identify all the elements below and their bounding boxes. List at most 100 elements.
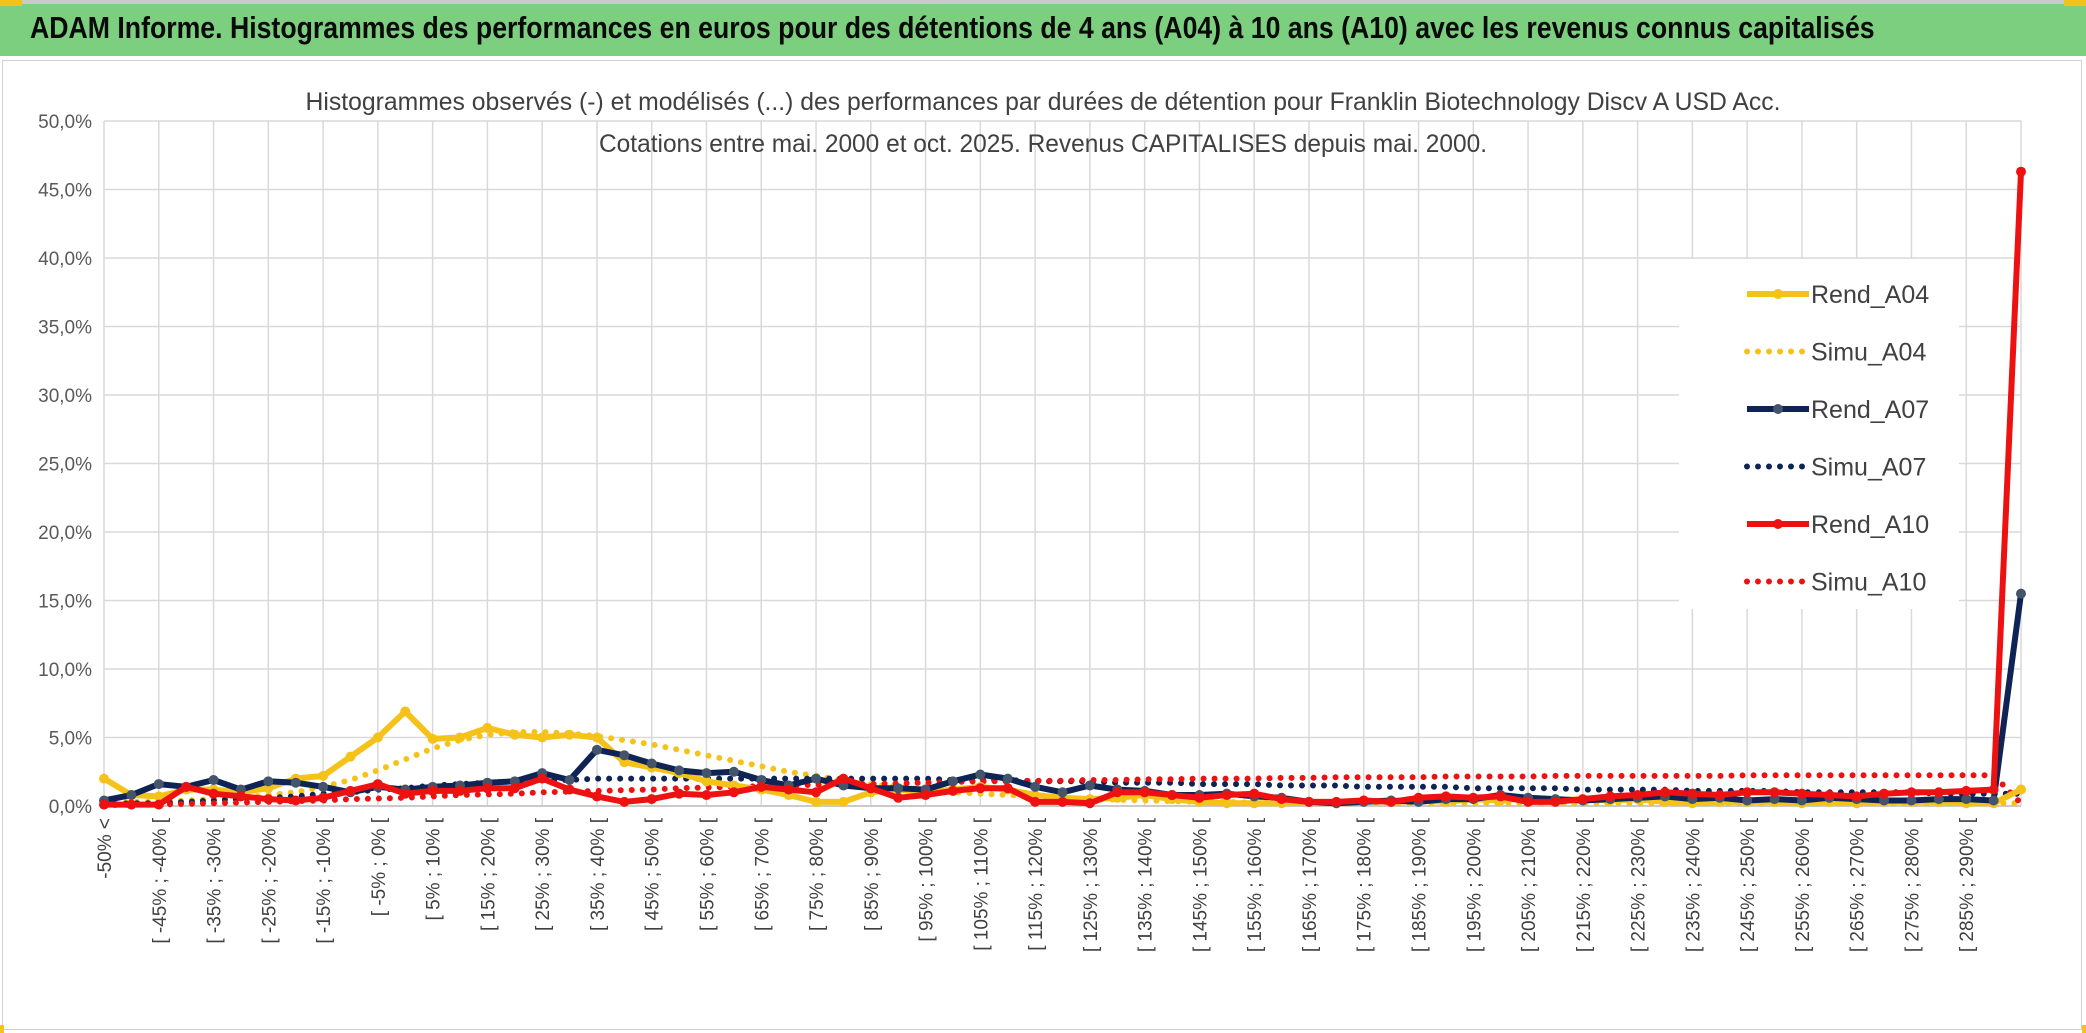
series-point-rend-a10 [1358, 795, 1369, 806]
x-tick-label: [ 25% ; 30% [ [533, 817, 554, 931]
series-point-rend-a04 [372, 732, 383, 743]
series-point-rend-a04 [838, 796, 849, 807]
series-point-rend-a10 [1961, 785, 1972, 796]
series-point-rend-a10 [1112, 787, 1123, 798]
series-point-rend-a10 [619, 796, 630, 807]
legend-label-simu-a07: Simu_A07 [1811, 454, 1926, 482]
series-point-rend-a07 [2016, 588, 2026, 599]
series-point-rend-a07 [975, 769, 986, 780]
performance-histogram-chart: 0,0% 5,0% 10,0% 15,0% 20,0% 25,0% 30,0% 35,0% 40… [38, 88, 2026, 952]
series-point-rend-a10 [427, 785, 438, 796]
series-point-rend-a10 [1523, 796, 1534, 807]
series-point-rend-a07 [1084, 780, 1095, 791]
x-tick-label: [ 135% ; 140% [ [1136, 817, 1157, 952]
banner-title: ADAM Informe. Histogrammes des performan… [30, 10, 1875, 45]
series-point-rend-a10 [153, 799, 164, 810]
series-point-rend-a10 [1605, 791, 1616, 802]
legend-marker-rend-a07 [1773, 404, 1783, 414]
series-point-rend-a10 [1386, 796, 1397, 807]
x-tick-label: [ 85% ; 90% [ [862, 817, 883, 931]
series-point-rend-a10 [1413, 792, 1424, 803]
x-tick-label: [ -45% ; -40% [ [150, 817, 171, 943]
series-point-rend-a07 [509, 776, 520, 787]
series-point-rend-a10 [400, 788, 411, 799]
series-point-rend-a10 [1276, 794, 1287, 805]
x-tick-label: [ -5% ; 0% [ [369, 817, 390, 916]
series-point-rend-a07 [1796, 795, 1807, 806]
series-line-rend-a07 [103, 593, 2024, 807]
x-tick-label: [ -35% ; -30% [ [205, 817, 226, 943]
series-point-rend-a10 [235, 791, 246, 802]
series-point-rend-a07 [1961, 794, 1972, 805]
series-point-rend-a07 [893, 783, 904, 794]
x-tick-label: [ 175% ; 180% [ [1355, 817, 1376, 952]
series-point-rend-a10 [1167, 790, 1178, 801]
series-point-rend-a10 [1879, 788, 1890, 799]
series-point-rend-a07 [318, 781, 329, 792]
series-point-rend-a07 [1906, 795, 1917, 806]
x-tick-label: [ 5% ; 10% [ [424, 817, 445, 920]
series-point-rend-a07 [619, 750, 630, 761]
series-point-rend-a04 [455, 732, 466, 743]
legend-label-rend-a10: Rend_A10 [1811, 511, 1929, 539]
series-point-rend-a04 [509, 729, 520, 740]
series-point-rend-a10 [591, 791, 602, 802]
frame-corner-bottom-left [0, 1025, 4, 1033]
series-point-rend-a04 [728, 780, 739, 791]
series-point-rend-a10 [1933, 787, 1944, 798]
series-point-rend-a04 [811, 796, 822, 807]
series-point-rend-a10 [646, 794, 657, 805]
series-point-rend-a10 [756, 781, 767, 792]
y-tick-label: 15,0% [38, 592, 92, 613]
x-tick-label: [ 55% ; 60% [ [697, 817, 718, 931]
chart-subtitle: Cotations entre mai. 2000 et oct. 2025. … [599, 130, 1487, 158]
y-tick-label: 20,0% [38, 523, 92, 544]
legend-marker-rend-a10 [1773, 519, 1783, 529]
series-point-rend-a10 [1030, 796, 1041, 807]
banner-corner-right [2064, 0, 2086, 6]
x-tick-label: [ 165% ; 170% [ [1300, 817, 1321, 952]
series-point-rend-a10 [1769, 787, 1780, 798]
series-point-rend-a10 [263, 794, 274, 805]
series-point-rend-a10 [947, 785, 958, 796]
series-point-rend-a07 [591, 744, 602, 755]
series-point-rend-a10 [509, 783, 520, 794]
series-point-rend-a04 [2016, 784, 2026, 795]
series-point-rend-a10 [1249, 788, 1260, 799]
series-point-rend-a10 [811, 787, 822, 798]
y-tick-label: 5,0% [49, 729, 92, 750]
y-tick-label: 50,0% [38, 112, 92, 133]
x-tick-label: [ 45% ; 50% [ [643, 817, 664, 931]
y-tick-label: 10,0% [38, 660, 92, 681]
series-point-rend-a07 [1988, 795, 1999, 806]
series-point-rend-a07 [646, 758, 657, 769]
series-point-rend-a04 [400, 706, 411, 717]
legend-box [1679, 259, 1959, 609]
series-point-rend-a10 [1495, 791, 1506, 802]
y-tick-label: 45,0% [38, 181, 92, 202]
series-point-rend-a07 [1057, 787, 1068, 798]
series-point-rend-a07 [564, 774, 575, 785]
x-tick-label: [ 15% ; 20% [ [478, 817, 499, 931]
series-point-rend-a07 [947, 776, 958, 787]
series-point-rend-a10 [455, 785, 466, 796]
series-point-rend-a10 [1988, 784, 1999, 795]
y-tick-label: 0,0% [49, 797, 92, 818]
series-point-rend-a04 [537, 732, 548, 743]
legend-marker-rend-a04 [1773, 289, 1783, 299]
series-point-rend-a10 [1057, 796, 1068, 807]
series-point-rend-a07 [1002, 773, 1013, 784]
x-tick-label: [ 95% ; 100% [ [917, 817, 938, 941]
series-point-rend-a04 [263, 783, 274, 794]
series-point-rend-a10 [537, 773, 548, 784]
series-point-rend-a07 [208, 774, 219, 785]
series-point-rend-a04 [564, 729, 575, 740]
series-point-rend-a04 [701, 776, 712, 787]
series-point-rend-a10 [1440, 791, 1451, 802]
series-point-rend-a10 [920, 790, 931, 801]
series-point-rend-a07 [674, 765, 685, 776]
x-tick-label: [ 275% ; 280% [ [1902, 817, 1923, 952]
x-tick-label: [ 125% ; 130% [ [1081, 817, 1102, 952]
series-point-rend-a04 [591, 732, 602, 743]
series-point-rend-a07 [153, 779, 164, 790]
